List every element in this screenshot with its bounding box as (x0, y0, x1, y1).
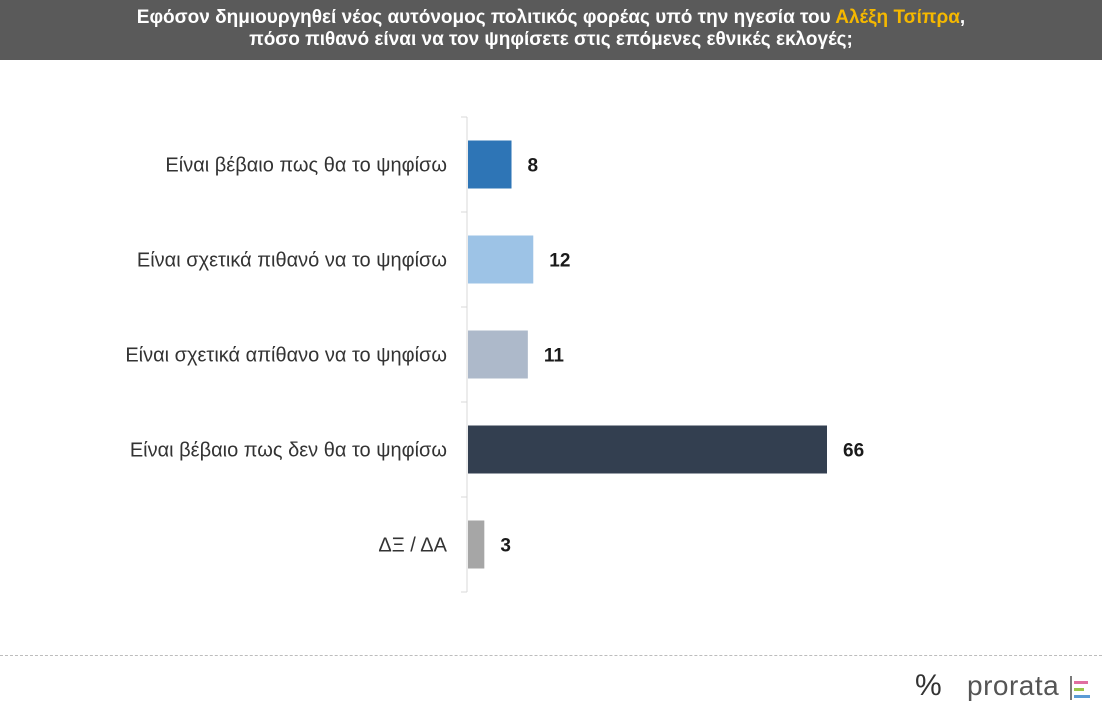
title-line-2: πόσο πιθανό είναι να τον ψηφίσετε στις ε… (249, 29, 853, 50)
data-label: 8 (528, 156, 539, 177)
data-label: 11 (544, 346, 565, 367)
category-label: ΔΞ / ΔΑ (378, 535, 447, 557)
bar (468, 425, 827, 474)
footer-divider (0, 655, 1102, 656)
brand-bars-icon (1070, 676, 1092, 700)
bar (468, 330, 528, 379)
bar (468, 140, 512, 189)
data-label: 12 (549, 251, 570, 272)
prorata-logo: % prorata (915, 670, 1095, 702)
title-text-before: Εφόσον δημιουργηθεί νέος αυτόνομος πολιτ… (136, 7, 836, 28)
bar-chart: Είναι βέβαιο πως θα το ψηφίσω 8 Είναι σχετ… (125, 116, 864, 593)
data-label: 66 (843, 441, 864, 462)
title-line-1: Εφόσον δημιουργηθεί νέος αυτόνομος πολιτ… (0, 7, 1102, 29)
title-highlight: Αλέξη Τσίπρα (835, 7, 960, 28)
category-label: Είναι σχετικά απίθανο να το ψηφίσω (125, 345, 447, 367)
category-label: Είναι σχετικά πιθανό να το ψηφίσω (137, 250, 447, 272)
title-text-after: , (959, 7, 966, 28)
percent-logo-icon: % (915, 669, 942, 702)
brand-name: prorata (967, 670, 1060, 701)
data-label: 3 (500, 536, 511, 557)
bar (468, 235, 534, 284)
category-label: Είναι βέβαιο πως θα το ψηφίσω (165, 155, 447, 177)
bar (468, 520, 485, 569)
category-label: Είναι βέβαιο πως δεν θα το ψηφίσω (130, 440, 447, 462)
chart-title: Εφόσον δημιουργηθεί νέος αυτόνομος πολιτ… (0, 0, 1102, 60)
